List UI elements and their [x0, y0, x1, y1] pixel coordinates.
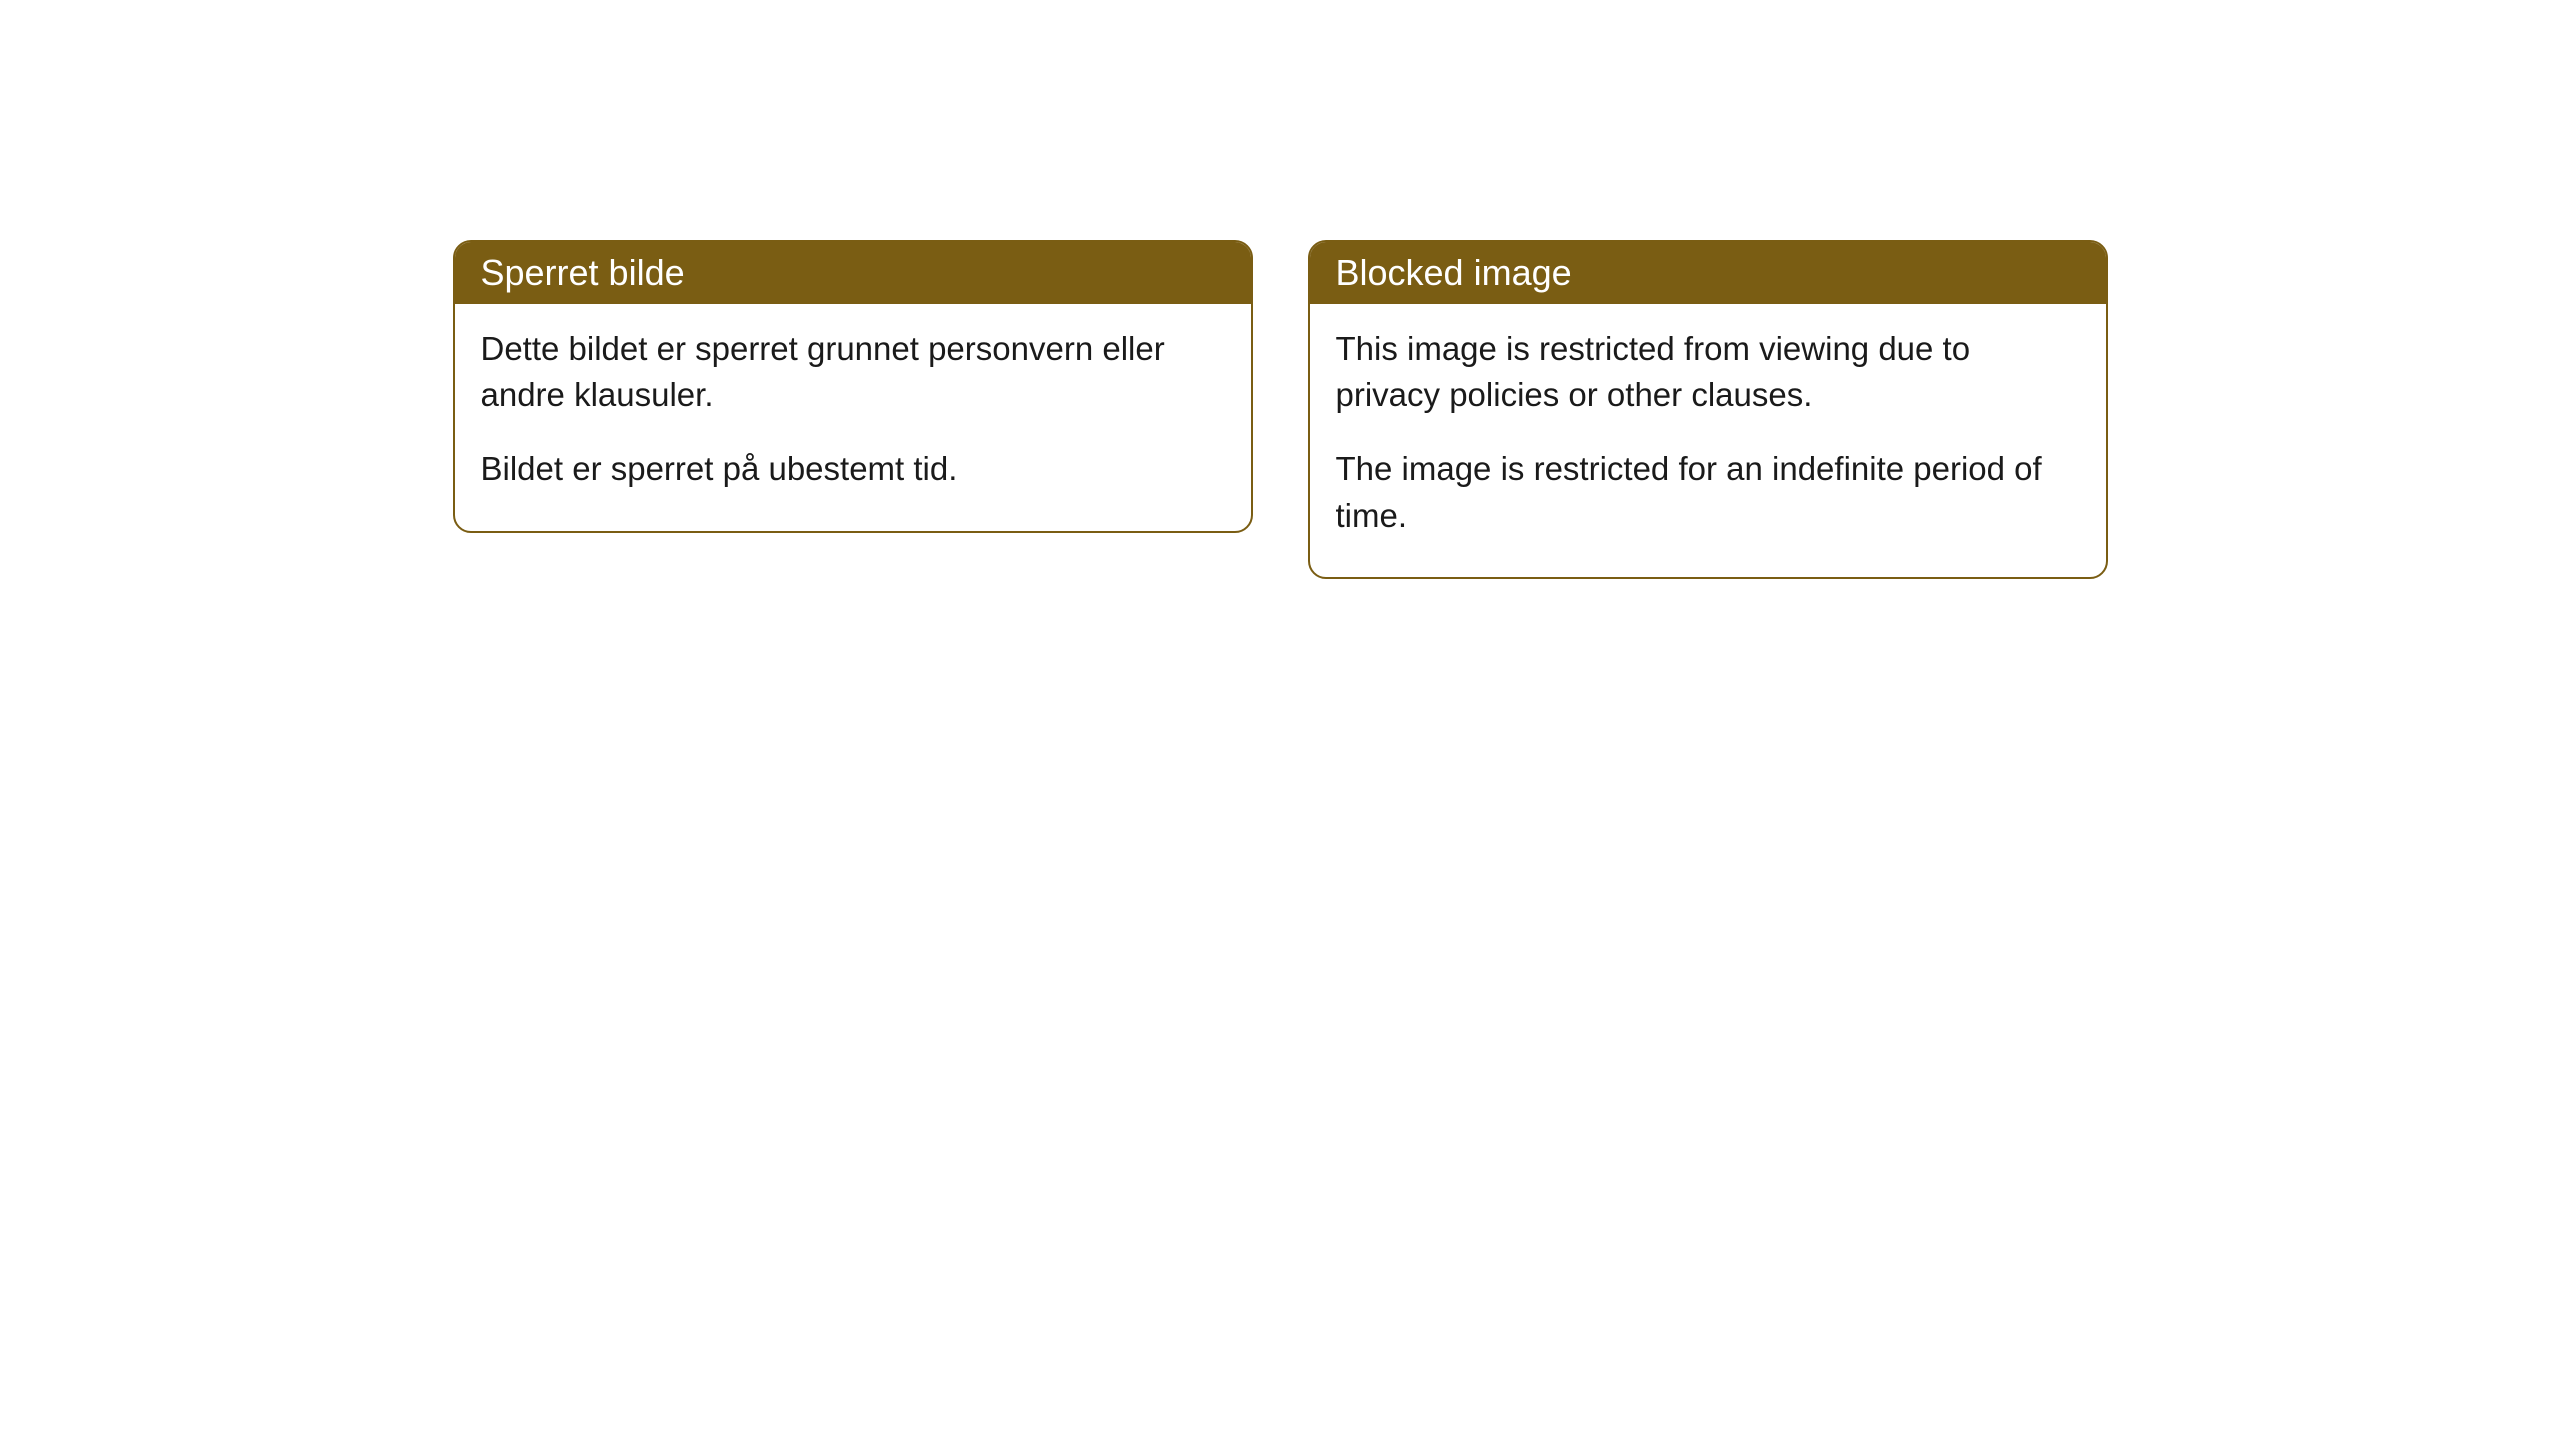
notice-card-norwegian: Sperret bilde Dette bildet er sperret gr… — [453, 240, 1253, 533]
card-title: Sperret bilde — [481, 252, 685, 293]
card-paragraph: Dette bildet er sperret grunnet personve… — [481, 326, 1225, 418]
card-paragraph: The image is restricted for an indefinit… — [1336, 446, 2080, 538]
card-paragraph: This image is restricted from viewing du… — [1336, 326, 2080, 418]
card-paragraph: Bildet er sperret på ubestemt tid. — [481, 446, 1225, 492]
notice-card-english: Blocked image This image is restricted f… — [1308, 240, 2108, 579]
card-header: Blocked image — [1310, 242, 2106, 304]
card-title: Blocked image — [1336, 252, 1572, 293]
card-body: Dette bildet er sperret grunnet personve… — [455, 304, 1251, 531]
card-header: Sperret bilde — [455, 242, 1251, 304]
notice-cards-container: Sperret bilde Dette bildet er sperret gr… — [453, 240, 2108, 1440]
card-body: This image is restricted from viewing du… — [1310, 304, 2106, 577]
